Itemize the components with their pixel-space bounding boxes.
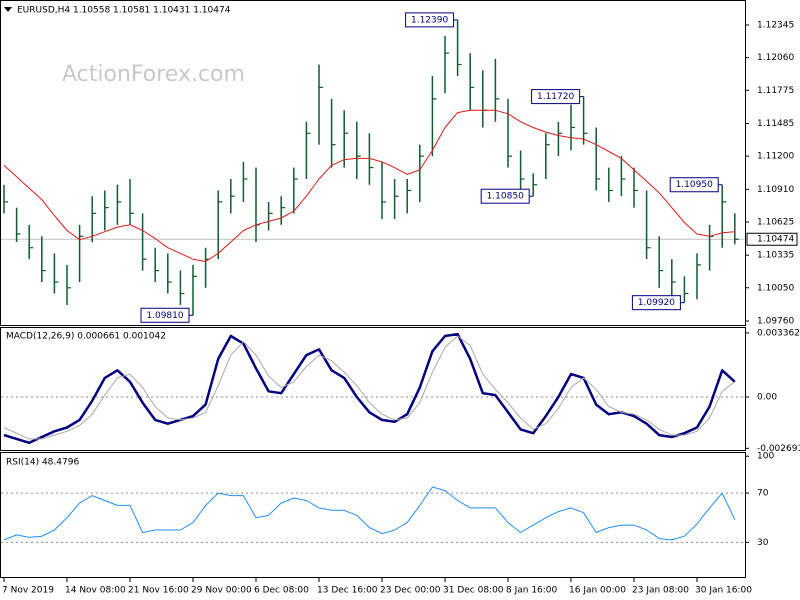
y-tick-label: 1.11485 — [757, 119, 794, 129]
last-price-label: 1.10474 — [757, 235, 794, 245]
annotation-label: 1.09810 — [146, 311, 183, 321]
macd-panel — [0, 327, 746, 451]
y-tick-label: 0.00 — [757, 393, 777, 403]
y-tick-label: 70 — [757, 489, 769, 499]
y-tick-label: 1.10050 — [757, 283, 794, 293]
y-tick-label: 1.12345 — [757, 21, 794, 31]
annotation-box — [140, 307, 190, 323]
x-tick-label: 30 Jan 16:00 — [695, 586, 752, 596]
x-tick-label: 23 Dec 00:00 — [380, 586, 441, 596]
annotation-label: 1.10950 — [676, 180, 713, 190]
y-tick-label: 1.10910 — [757, 185, 794, 195]
rsi-title: RSI(14) 48.4796 — [6, 458, 79, 468]
menu-icon — [4, 7, 12, 12]
rsi-panel — [0, 452, 746, 578]
annotation-label: 1.12390 — [411, 15, 448, 25]
series-line — [3, 335, 736, 440]
y-tick-label: 1.12060 — [757, 53, 794, 63]
annotation-box — [405, 12, 455, 28]
annotation-label: 1.11720 — [537, 92, 574, 102]
y-tick-label: 1.11775 — [757, 86, 794, 96]
y-tick-label: 30 — [757, 538, 769, 548]
last-price-box — [746, 232, 798, 246]
x-tick-label: 13 Dec 16:00 — [317, 586, 378, 596]
x-tick-label: 23 Jan 08:00 — [632, 586, 689, 596]
x-tick-label: 6 Dec 08:00 — [254, 586, 309, 596]
series-line — [3, 332, 736, 445]
y-tick-label: 100 — [757, 452, 774, 462]
y-tick-label: 1.10335 — [757, 251, 794, 261]
y-tick-label: 1.10625 — [757, 217, 794, 227]
x-tick-label: 16 Jan 00:00 — [569, 586, 626, 596]
annotation-label: 1.10850 — [487, 192, 524, 202]
x-tick-label: 21 Nov 16:00 — [128, 586, 189, 596]
annotation-box — [480, 188, 530, 204]
x-tick-label: 29 Nov 00:00 — [191, 586, 252, 596]
y-tick-label: -0.002691 — [757, 444, 800, 454]
series-line — [3, 109, 735, 262]
price-title: EURUSD,H4 1.10558 1.10581 1.10431 1.1047… — [17, 6, 231, 16]
annotation-box — [531, 89, 581, 105]
y-tick-label: 1.11200 — [757, 152, 794, 162]
annotation-box — [669, 177, 719, 193]
x-tick-label: 8 Jan 16:00 — [506, 586, 558, 596]
price-panel — [0, 0, 746, 326]
macd-title: MACD(12,26,9) 0.000661 0.001042 — [6, 332, 166, 342]
annotation-box — [631, 295, 681, 311]
x-tick-label: 31 Dec 08:00 — [443, 586, 504, 596]
y-tick-label: 0.003362 — [757, 328, 800, 338]
x-tick-label: 14 Nov 08:00 — [65, 586, 126, 596]
annotation-label: 1.09920 — [638, 298, 675, 308]
y-tick-label: 1.09760 — [757, 316, 794, 326]
watermark: ActionForex.com — [62, 62, 245, 87]
series-line — [3, 486, 736, 541]
x-tick-label: 7 Nov 2019 — [2, 586, 54, 596]
